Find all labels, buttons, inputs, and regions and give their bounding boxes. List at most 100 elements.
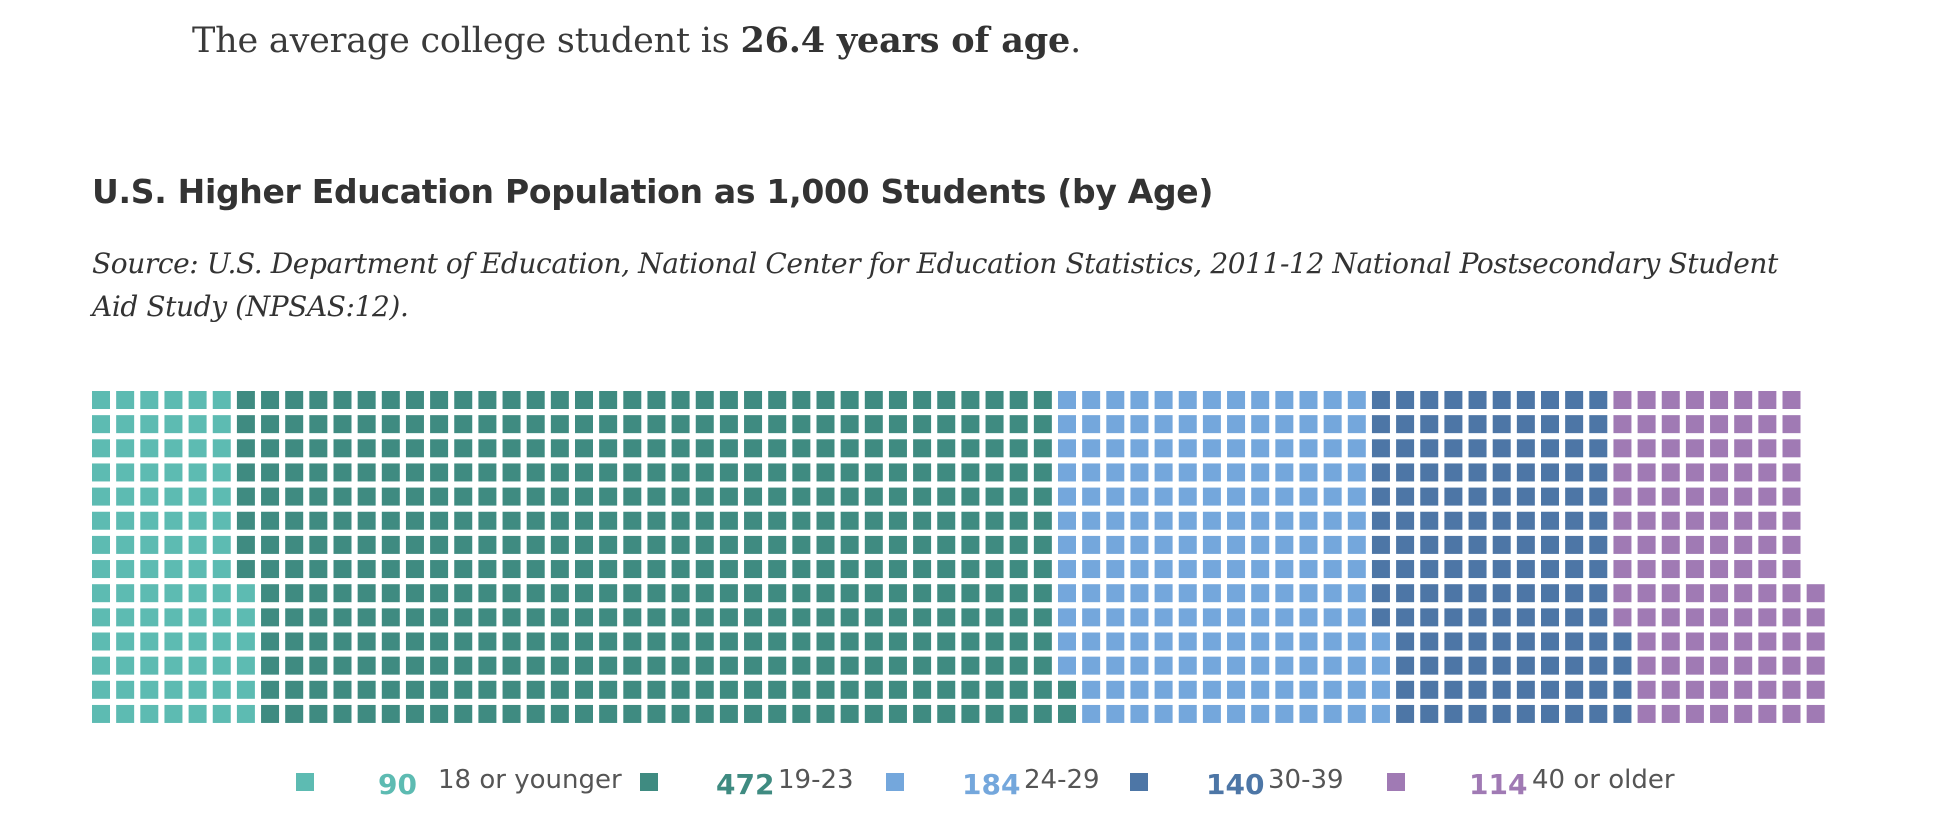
waffle-unit: [1154, 680, 1173, 699]
waffle-unit: [333, 463, 352, 482]
waffle-unit: [333, 704, 352, 723]
waffle-unit: [1468, 560, 1487, 579]
waffle-unit: [1082, 511, 1101, 530]
waffle-unit: [623, 439, 642, 458]
waffle-unit: [768, 463, 787, 482]
waffle-unit: [405, 584, 424, 603]
intro-prefix: The average college student is: [192, 21, 741, 61]
waffle-unit: [744, 439, 763, 458]
waffle-unit: [333, 584, 352, 603]
waffle-unit: [575, 680, 593, 699]
waffle-unit: [913, 535, 932, 554]
legend-count: 140: [1206, 768, 1265, 801]
waffle-unit: [261, 704, 280, 723]
waffle-unit: [744, 535, 763, 554]
waffle-unit: [1758, 391, 1777, 409]
waffle-unit: [1444, 463, 1463, 482]
waffle-unit: [261, 680, 280, 699]
waffle-unit: [1444, 511, 1463, 530]
waffle-unit: [1565, 656, 1584, 675]
waffle-unit: [575, 584, 593, 603]
waffle-unit: [285, 511, 304, 530]
waffle-unit: [502, 487, 521, 506]
waffle-unit: [1396, 608, 1415, 627]
chart-source: Source: U.S. Department of Education, Na…: [92, 247, 1778, 323]
waffle-unit: [236, 656, 255, 675]
waffle-unit: [671, 415, 690, 434]
waffle-unit: [1009, 415, 1028, 434]
waffle-unit: [1275, 535, 1294, 554]
waffle-unit: [961, 415, 980, 434]
waffle-unit: [526, 632, 545, 651]
waffle-unit: [1637, 535, 1656, 554]
waffle-unit: [1154, 391, 1173, 409]
waffle-unit: [985, 487, 1004, 506]
waffle-unit: [92, 487, 110, 506]
waffle-unit: [1734, 632, 1753, 651]
waffle-unit: [695, 511, 714, 530]
waffle-unit: [212, 704, 231, 723]
waffle-unit: [913, 511, 932, 530]
waffle-unit: [212, 511, 231, 530]
waffle-unit: [888, 608, 907, 627]
legend-count: 114: [1469, 768, 1528, 801]
waffle-unit: [1106, 704, 1125, 723]
waffle-unit: [188, 656, 207, 675]
waffle-unit: [261, 608, 280, 627]
waffle-unit: [1009, 704, 1028, 723]
waffle-unit: [671, 487, 690, 506]
waffle-unit: [1251, 487, 1270, 506]
waffle-unit: [1371, 632, 1390, 651]
waffle-unit: [261, 511, 280, 530]
waffle-unit: [309, 656, 328, 675]
waffle-unit: [1178, 656, 1197, 675]
waffle-unit: [985, 463, 1004, 482]
waffle-unit: [768, 656, 787, 675]
waffle-unit: [188, 511, 207, 530]
waffle-unit: [92, 463, 110, 482]
waffle-unit: [1251, 632, 1270, 651]
waffle-unit: [985, 704, 1004, 723]
waffle-unit: [575, 608, 593, 627]
waffle-unit: [744, 608, 763, 627]
waffle-unit: [599, 656, 618, 675]
waffle-unit: [285, 415, 304, 434]
waffle-unit: [550, 656, 569, 675]
waffle-unit: [1178, 463, 1197, 482]
waffle-unit: [575, 656, 593, 675]
waffle-unit: [1154, 560, 1173, 579]
waffle-unit: [1782, 415, 1801, 434]
waffle-unit: [1589, 463, 1608, 482]
waffle-unit: [1758, 487, 1777, 506]
waffle-unit: [430, 487, 449, 506]
waffle-unit: [744, 487, 763, 506]
waffle-unit: [1468, 535, 1487, 554]
waffle-unit: [1589, 584, 1608, 603]
waffle-unit: [937, 584, 956, 603]
waffle-unit: [1685, 415, 1704, 434]
waffle-unit: [116, 584, 135, 603]
waffle-unit: [1227, 560, 1246, 579]
waffle-unit: [1106, 463, 1125, 482]
waffle-unit: [1323, 439, 1342, 458]
waffle-unit: [840, 632, 859, 651]
waffle-unit: [961, 487, 980, 506]
waffle-unit: [888, 463, 907, 482]
waffle-unit: [1396, 535, 1415, 554]
waffle-unit: [816, 415, 835, 434]
waffle-unit: [1033, 439, 1052, 458]
waffle-unit: [1541, 415, 1559, 434]
waffle-unit: [719, 535, 738, 554]
waffle-unit: [864, 415, 883, 434]
waffle-unit: [1710, 535, 1729, 554]
waffle-unit: [188, 560, 207, 579]
waffle-unit: [864, 560, 883, 579]
waffle-unit: [550, 439, 569, 458]
waffle-unit: [381, 439, 400, 458]
legend-label: 18 or younger: [438, 765, 622, 795]
waffle-unit: [236, 487, 255, 506]
waffle-unit: [236, 704, 255, 723]
waffle-unit: [671, 391, 690, 409]
waffle-unit: [1058, 487, 1076, 506]
waffle-unit: [405, 391, 424, 409]
